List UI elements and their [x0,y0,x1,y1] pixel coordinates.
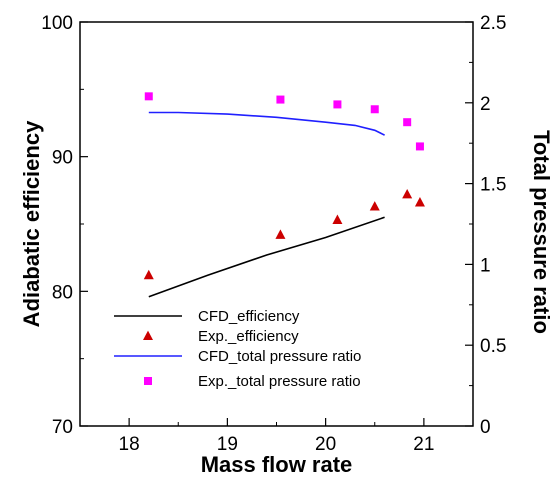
exp-efficiency-point [332,214,343,225]
y-left-tick-label: 90 [52,148,73,169]
x-axis-title: Mass flow rate [201,452,353,477]
y-right-tick-label: 0.5 [480,336,506,357]
y-right-tick-label: 2 [480,94,491,115]
y-right-tick-label: 1 [480,255,491,276]
exp-pressure-ratio-point [370,105,379,114]
exp-efficiency-point [414,197,425,207]
legend-label: CFD_total pressure ratio [198,348,361,365]
plot-area-frame [79,21,474,427]
y-right-tick-label: 1.5 [480,175,506,196]
exp-pressure-ratio-point [415,142,424,151]
exp-efficiency-point [275,229,286,239]
y-right-tick-label: 2.5 [480,13,506,34]
exp-pressure-ratio-point [144,92,153,101]
x-tick-label: 21 [413,434,434,455]
series-layer [143,92,425,298]
y-axis-right-title: Total pressure ratio [529,130,550,334]
legend-label: Exp._efficiency [198,328,299,345]
cfd-efficiency-line [148,216,385,298]
cfd-pressure-ratio-line [148,111,385,136]
legend-label: Exp._total pressure ratio [198,373,361,390]
x-tick-label: 18 [119,434,140,455]
exp-efficiency-point [369,201,380,211]
y-left-tick-label: 70 [52,417,73,438]
x-tick-label: 19 [217,434,238,455]
legend-square-swatch [144,377,152,385]
y-left-tick-label: 80 [52,282,73,303]
exp-pressure-ratio-point [403,118,412,127]
y-axis-left-title: Adiabatic efficiency [19,120,44,327]
y-right-tick-label: 0 [480,417,491,438]
ticks-layer: 18 19 20 21 70 80 90 100 0 0.5 1 1.5 2 2.5 [41,13,506,455]
exp-pressure-ratio-point [333,100,342,109]
y-left-tick-label: 100 [41,13,73,34]
legend-label: CFD_efficiency [198,308,300,325]
exp-efficiency-point [402,188,413,199]
exp-efficiency-point [143,269,154,280]
legend: CFD_efficiency Exp._efficiency CFD_total p… [114,308,361,390]
exp-pressure-ratio-point [276,95,285,104]
legend-triangle-swatch [143,330,153,341]
x-tick-label: 20 [315,434,336,455]
